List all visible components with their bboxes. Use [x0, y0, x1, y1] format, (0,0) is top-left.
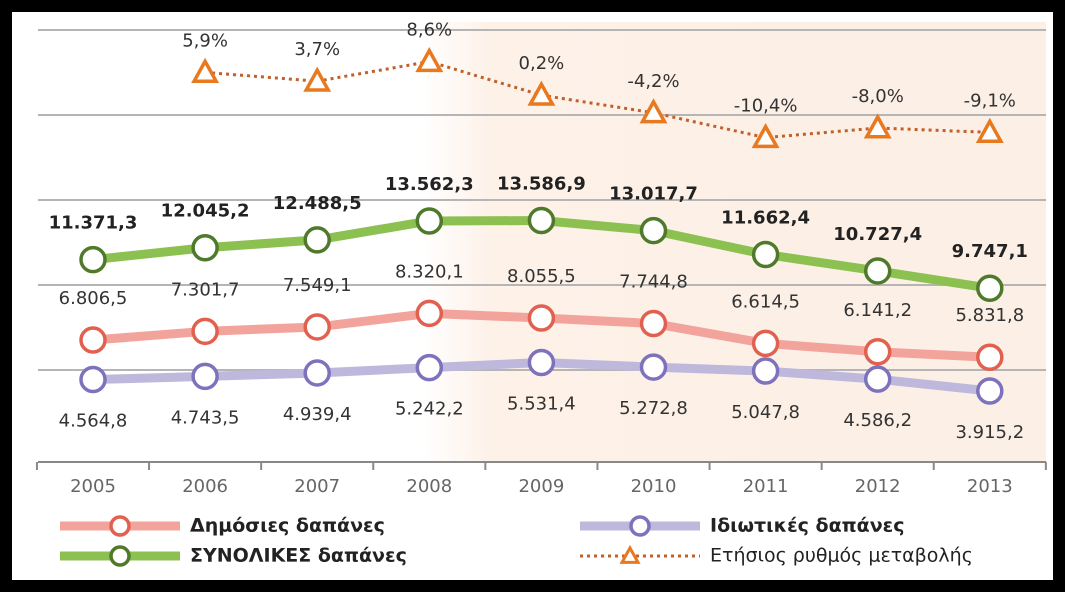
data-label: 7.549,1: [283, 275, 352, 296]
x-tick-label: 2007: [294, 476, 340, 497]
x-tick-label: 2013: [967, 476, 1013, 497]
marker: [863, 257, 892, 285]
series-line: [204, 60, 990, 140]
data-label: -10,4%: [734, 96, 798, 117]
marker: [751, 122, 780, 149]
data-label: 4.743,5: [171, 407, 240, 428]
marker: [976, 274, 1004, 302]
marker: [303, 313, 331, 341]
data-label: 7.744,8: [619, 272, 688, 293]
data-label: 8.320,1: [395, 261, 464, 282]
marker: [751, 357, 780, 385]
marker: [863, 338, 892, 366]
x-tick-label: 2009: [518, 476, 564, 497]
data-label: 5.531,4: [507, 394, 576, 415]
marker: [976, 377, 1004, 405]
data-label: 12.045,2: [161, 201, 250, 222]
marker: [527, 348, 556, 377]
x-tick-label: 2011: [743, 476, 789, 497]
marker: [639, 353, 668, 381]
data-label: -4,2%: [627, 71, 679, 92]
data-label: 13.586,9: [497, 174, 586, 195]
data-label: 0,2%: [519, 53, 565, 74]
legend-label: Δημόσιες δαπάνες: [190, 515, 385, 537]
data-label: -9,1%: [964, 90, 1016, 111]
marker: [303, 66, 332, 92]
data-label: -8,0%: [852, 86, 904, 107]
legend-label: Ιδιωτικές δαπάνες: [710, 515, 905, 537]
data-label: 5.242,2: [395, 399, 464, 420]
legend-marker: [619, 544, 641, 564]
marker: [975, 117, 1004, 143]
marker: [639, 98, 668, 124]
marker: [191, 57, 220, 83]
marker: [415, 207, 444, 235]
legend-label: ΣΥΝΟΛΙΚΕΣ δαπάνες: [190, 545, 407, 567]
data-label: 11.662,4: [721, 207, 810, 228]
marker: [527, 304, 556, 332]
marker: [976, 343, 1004, 371]
data-label: 4.586,2: [843, 410, 912, 431]
data-label: 13.017,7: [609, 184, 698, 205]
marker: [415, 46, 444, 73]
marker: [191, 362, 219, 391]
marker: [79, 245, 107, 274]
data-label: 13.562,3: [385, 174, 474, 195]
x-tick-label: 2005: [70, 476, 116, 497]
legend-marker: [109, 515, 131, 537]
marker: [303, 359, 331, 387]
x-tick-label: 2008: [406, 476, 452, 497]
data-label: 5.047,8: [731, 402, 800, 423]
marker: [303, 226, 331, 254]
x-tick-label: 2012: [855, 476, 901, 497]
data-label: 6.614,5: [731, 291, 800, 312]
legend-marker: [109, 545, 131, 567]
data-label: 3.915,2: [955, 422, 1024, 443]
marker: [79, 365, 107, 394]
marker: [639, 309, 668, 338]
data-label: 11.371,3: [49, 213, 138, 234]
marker: [751, 329, 780, 358]
marker: [863, 365, 892, 393]
data-label: 8.055,5: [507, 266, 576, 287]
marker: [79, 326, 107, 354]
marker: [191, 233, 219, 262]
data-label: 4.564,8: [59, 411, 128, 432]
data-label: 6.806,5: [59, 288, 128, 309]
data-label: 12.488,5: [273, 193, 362, 214]
x-tick-label: 2006: [182, 476, 228, 497]
data-label: 7.301,7: [171, 279, 240, 300]
data-label: 5.272,8: [619, 398, 688, 419]
marker: [191, 317, 219, 346]
data-label: 5.831,8: [955, 305, 1024, 326]
marker: [415, 299, 444, 328]
data-label: 4.939,4: [283, 404, 352, 425]
data-label: 6.141,2: [843, 300, 912, 321]
data-label: 8,6%: [406, 20, 452, 41]
data-label: 10.727,4: [833, 224, 922, 245]
marker: [415, 353, 444, 382]
legend-label: Ετήσιος ρυθμός μεταβολής: [710, 545, 973, 567]
marker: [527, 206, 556, 235]
marker: [527, 80, 556, 106]
legend-marker: [629, 515, 651, 537]
data-label: 3,7%: [294, 39, 340, 60]
x-tick-label: 2010: [631, 476, 677, 497]
data-label: 5,9%: [182, 30, 228, 51]
marker: [639, 216, 668, 245]
data-label: 9.747,1: [952, 241, 1028, 262]
marker: [751, 240, 780, 269]
marker: [863, 113, 892, 139]
